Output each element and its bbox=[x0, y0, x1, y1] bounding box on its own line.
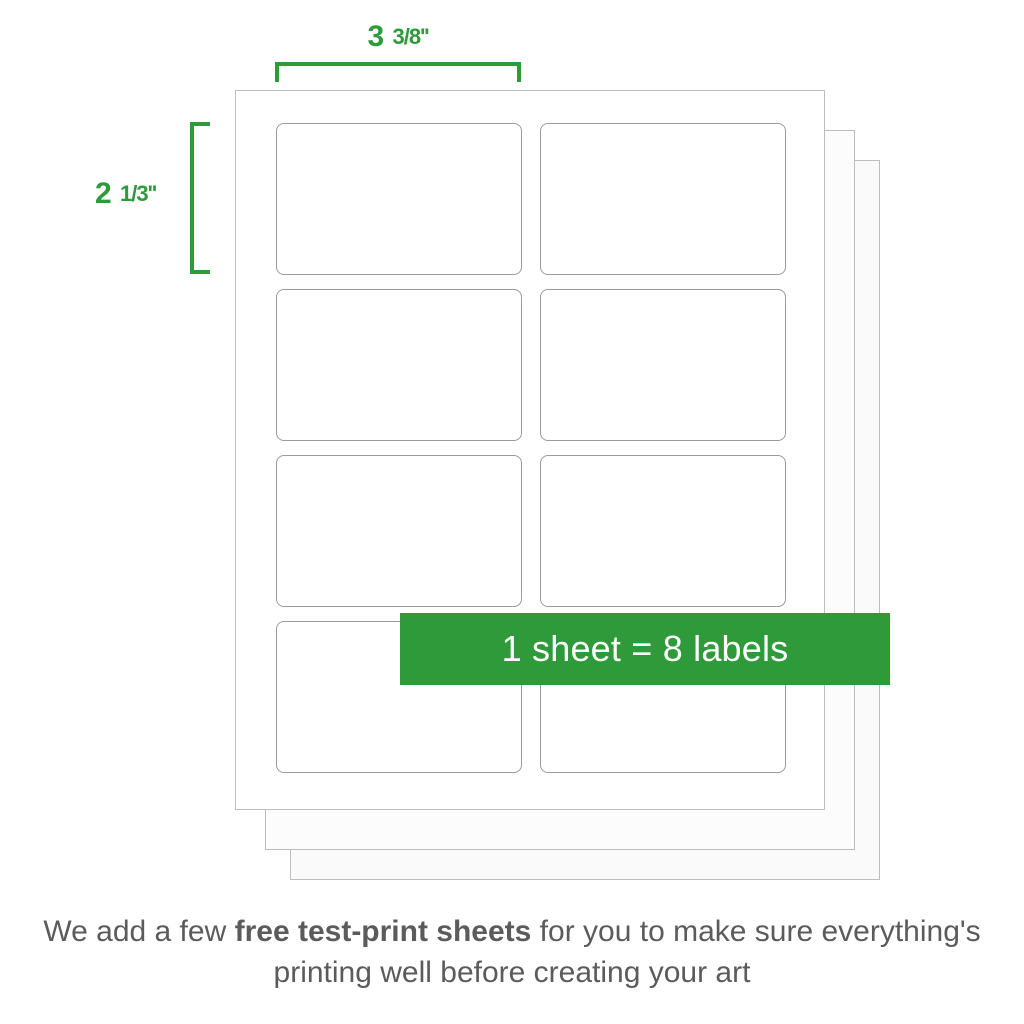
callout-text: 1 sheet = 8 labels bbox=[502, 628, 789, 670]
bracket-icon bbox=[190, 122, 210, 274]
dimension-width-int: 3 bbox=[367, 20, 384, 53]
bracket-icon bbox=[275, 62, 521, 82]
label-sheet-diagram: 3 3/8'' 2 1/3'' 1 sheet = 8 labels We ad… bbox=[0, 0, 1024, 1024]
sheet-front bbox=[235, 90, 825, 810]
dimension-width-unit: '' bbox=[420, 24, 428, 49]
dimension-height-unit: '' bbox=[148, 181, 156, 206]
dimension-width-label: 3 3/8'' bbox=[275, 20, 521, 54]
label-cell bbox=[276, 123, 522, 275]
dimension-height-frac: 1/3 bbox=[120, 181, 148, 206]
sheet-count-callout: 1 sheet = 8 labels bbox=[400, 613, 890, 685]
label-cell bbox=[540, 455, 786, 607]
dimension-height-label: 2 1/3'' bbox=[95, 177, 156, 211]
label-cell bbox=[540, 289, 786, 441]
label-cell bbox=[540, 123, 786, 275]
footer-caption: We add a few free test-print sheets for … bbox=[0, 912, 1024, 993]
dimension-height-int: 2 bbox=[95, 177, 112, 210]
label-cell bbox=[276, 289, 522, 441]
dimension-width-frac: 3/8 bbox=[392, 24, 420, 49]
caption-bold: free test-print sheets bbox=[235, 915, 532, 948]
caption-pre: We add a few bbox=[43, 915, 234, 948]
label-cell bbox=[276, 455, 522, 607]
